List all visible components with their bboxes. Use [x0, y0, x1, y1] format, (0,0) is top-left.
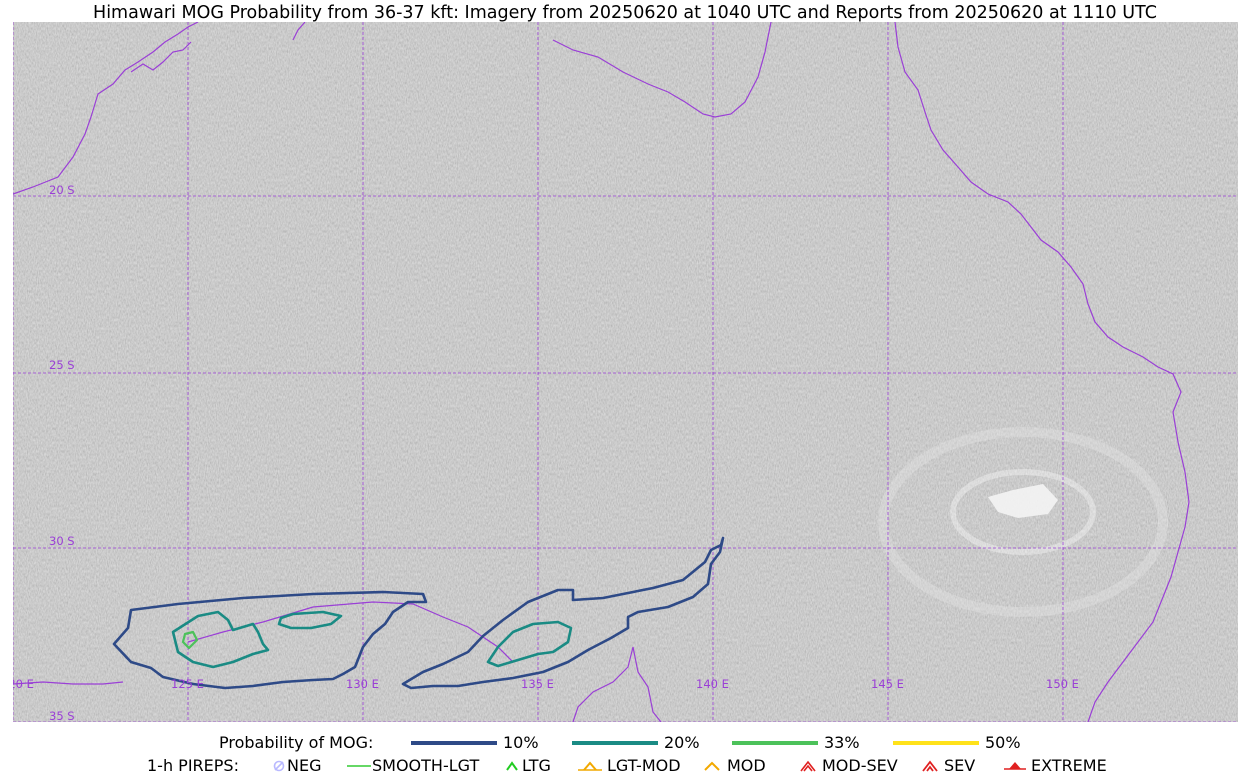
lon-label-125e: 125 E — [171, 677, 204, 691]
coastline-east — [894, 22, 1190, 722]
contour-10pct-east — [401, 536, 725, 690]
legend-label-mod: MOD — [727, 756, 766, 775]
lon-label-120e: 120 E — [13, 677, 34, 691]
contour-10pct-west — [112, 590, 428, 690]
lon-label-145e: 145 E — [871, 677, 904, 691]
cloud-swirl — [878, 427, 1168, 617]
swatch-50pct — [893, 741, 979, 745]
legend-label-10pct: 10% — [503, 733, 539, 752]
lon-label-140e: 140 E — [696, 677, 729, 691]
pireps-legend: 1-h PIREPS: NEG SMOOTH-LGT LTG LGT-MOD M… — [0, 756, 1250, 778]
legend-label-ltg: LTG — [522, 756, 551, 775]
mog-contours — [112, 536, 725, 690]
swatch-20pct — [572, 741, 658, 745]
contour-20pct-west-b — [277, 610, 343, 630]
legend-label-20pct: 20% — [664, 733, 700, 752]
swatch-33pct — [732, 741, 818, 745]
cloud-swirl-inner — [950, 469, 1096, 555]
pireps-legend-label: 1-h PIREPS: — [147, 756, 239, 775]
legend-label-neg: NEG — [287, 756, 322, 775]
legend-label-33pct: 33% — [824, 733, 860, 752]
coastline-gulf — [552, 22, 772, 118]
gridlines — [13, 22, 1238, 722]
neg-icon — [273, 760, 285, 772]
lat-label-35s: 35 S — [49, 709, 75, 722]
sev-caret-icon — [922, 760, 938, 772]
extreme-caret-icon — [1004, 762, 1026, 770]
map-svg: 20 S 25 S 30 S 35 S 120 E 125 E 130 E 13… — [13, 22, 1238, 722]
swatch-10pct — [411, 741, 497, 745]
contour-20pct-west-a — [171, 610, 270, 669]
bright-cloud — [988, 484, 1058, 518]
lon-label-150e: 150 E — [1046, 677, 1079, 691]
legend-label-sev: SEV — [944, 756, 976, 775]
ltg-caret-icon — [506, 761, 518, 771]
mod-sev-caret-icon — [800, 760, 816, 772]
coastline-southwest — [13, 681, 124, 685]
coastline-spencer-gulf — [572, 646, 662, 722]
legend-label-50pct: 50% — [985, 733, 1021, 752]
legend-label-lgt-mod: LGT-MOD — [607, 756, 681, 775]
legend-label-smooth-lgt: SMOOTH-LGT — [372, 756, 480, 775]
lat-label-25s: 25 S — [49, 358, 75, 372]
imagery-texture — [13, 22, 1238, 722]
lat-label-30s: 30 S — [49, 534, 75, 548]
map-title: Himawari MOG Probability from 36-37 kft:… — [93, 3, 1157, 23]
probability-legend: Probability of MOG: 10% 20% 33% 50% — [0, 733, 1250, 755]
lon-label-135e: 135 E — [521, 677, 554, 691]
legend-label-mod-sev: MOD-SEV — [822, 756, 898, 775]
coastline-gulf-top — [292, 22, 306, 41]
lat-label-20s: 20 S — [49, 183, 75, 197]
lon-label-130e: 130 E — [346, 677, 379, 691]
probability-legend-label: Probability of MOG: — [219, 733, 374, 752]
contour-20pct-east — [486, 620, 573, 668]
coastline-kimberley — [130, 41, 192, 73]
coastline-northwest — [13, 22, 199, 195]
coastlines — [13, 22, 1190, 722]
contour-33pct-west — [181, 630, 199, 650]
lgt-mod-caret-icon — [578, 761, 602, 771]
smooth-lgt-line — [347, 765, 371, 767]
satellite-map: 20 S 25 S 30 S 35 S 120 E 125 E 130 E 13… — [13, 22, 1238, 722]
mod-caret-icon — [704, 761, 720, 771]
legend-label-extreme: EXTREME — [1031, 756, 1107, 775]
